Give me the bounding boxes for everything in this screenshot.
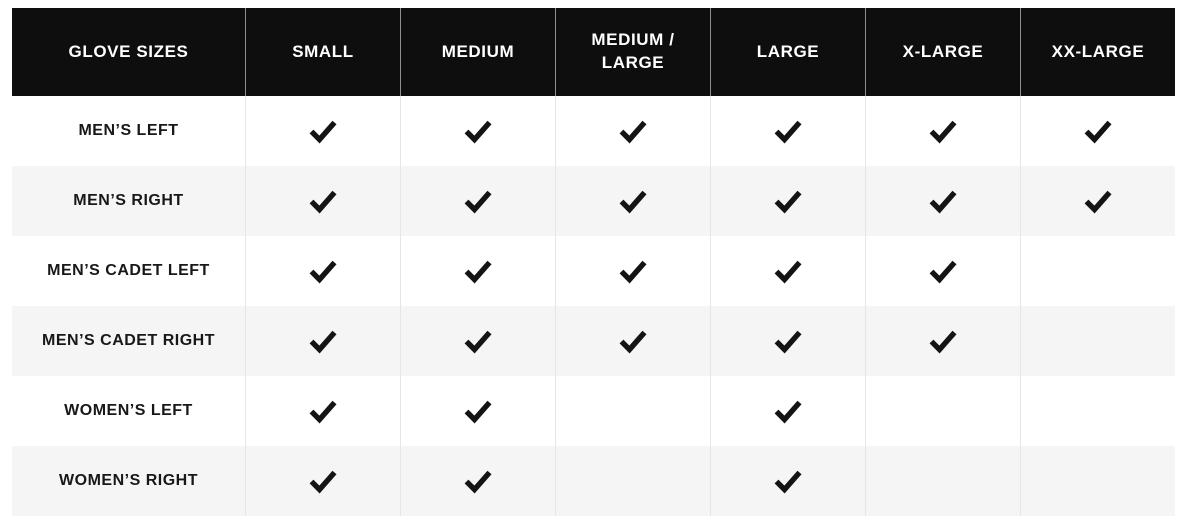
check-icon [929,190,957,214]
cell-men-s-left-small [245,96,400,166]
cell-men-s-cadet-right-large [710,306,865,376]
cell-men-s-right-xx-large [1020,166,1175,236]
cell-men-s-cadet-right-small [245,306,400,376]
cell-men-s-right-large [710,166,865,236]
header-label: MEDIUM / LARGE [591,30,675,72]
check-icon [464,330,492,354]
header-label: SMALL [292,41,354,61]
cell-men-s-cadet-right-x-large [865,306,1020,376]
check-icon [309,470,337,494]
cell-men-s-left-x-large [865,96,1020,166]
cell-women-s-left-medium [400,376,555,446]
row-label: MEN’S LEFT [78,122,179,139]
check-icon [929,120,957,144]
check-icon [929,330,957,354]
check-icon [774,470,802,494]
check-icon [464,190,492,214]
check-icon [309,120,337,144]
cell-men-s-cadet-right-medium-large [555,306,710,376]
cell-men-s-right-small [245,166,400,236]
table-header-row: GLOVE SIZES SMALL MEDIUM MEDIUM / LARGE LARG… [12,8,1175,96]
table-row-men-s-cadet-left: MEN’S CADET LEFT [12,236,1175,306]
row-label: MEN’S CADET RIGHT [42,332,215,349]
cell-men-s-cadet-left-x-large [865,236,1020,306]
cell-men-s-cadet-left-medium [400,236,555,306]
check-icon [774,400,802,424]
row-label-cell: WOMEN’S LEFT [12,376,245,446]
cell-women-s-right-x-large [865,446,1020,516]
header-label: LARGE [756,41,820,61]
cell-women-s-left-small [245,376,400,446]
header-cell-glove-sizes: GLOVE SIZES [12,8,245,96]
cell-men-s-right-medium [400,166,555,236]
check-icon [1084,120,1112,144]
check-icon [774,260,802,284]
cell-women-s-left-xx-large [1020,376,1175,446]
cell-men-s-right-medium-large [555,166,710,236]
check-icon [309,400,337,424]
check-icon [619,330,647,354]
check-icon [464,470,492,494]
cell-women-s-right-medium [400,446,555,516]
cell-women-s-left-x-large [865,376,1020,446]
check-icon [774,330,802,354]
row-label: MEN’S RIGHT [73,192,184,209]
check-icon [774,190,802,214]
header-label: MEDIUM [441,41,515,61]
cell-men-s-cadet-left-small [245,236,400,306]
table-body: MEN’S LEFT MEN’S RIGHT MEN’S CADET LEFT MEN… [12,96,1175,516]
cell-men-s-cadet-left-medium-large [555,236,710,306]
check-icon [464,400,492,424]
cell-women-s-right-large [710,446,865,516]
cell-men-s-cadet-right-xx-large [1020,306,1175,376]
row-label-cell: WOMEN’S RIGHT [12,446,245,516]
check-icon [619,190,647,214]
row-label: MEN’S CADET LEFT [47,262,210,279]
check-icon [1084,190,1112,214]
cell-men-s-left-medium-large [555,96,710,166]
header-cell-x-large: X-LARGE [865,8,1020,96]
cell-men-s-cadet-left-large [710,236,865,306]
row-label: WOMEN’S RIGHT [59,472,198,489]
table-row-women-s-left: WOMEN’S LEFT [12,376,1175,446]
check-icon [774,120,802,144]
table-row-men-s-right: MEN’S RIGHT [12,166,1175,236]
header-cell-xx-large: XX-LARGE [1020,8,1175,96]
header-cell-medium: MEDIUM [400,8,555,96]
cell-men-s-cadet-left-xx-large [1020,236,1175,306]
cell-men-s-left-medium [400,96,555,166]
cell-men-s-cadet-right-medium [400,306,555,376]
row-label-cell: MEN’S CADET LEFT [12,236,245,306]
row-label-cell: MEN’S LEFT [12,96,245,166]
row-label-cell: MEN’S CADET RIGHT [12,306,245,376]
check-icon [309,330,337,354]
header-label: X-LARGE [902,41,984,61]
check-icon [619,120,647,144]
header-cell-medium-large: MEDIUM / LARGE [555,8,710,96]
check-icon [309,190,337,214]
cell-men-s-left-large [710,96,865,166]
table-row-men-s-left: MEN’S LEFT [12,96,1175,166]
cell-women-s-right-medium-large [555,446,710,516]
check-icon [619,260,647,284]
header-label: GLOVE SIZES [68,41,189,61]
check-icon [464,260,492,284]
check-icon [929,260,957,284]
header-label: XX-LARGE [1051,41,1145,61]
header-cell-small: SMALL [245,8,400,96]
cell-women-s-left-large [710,376,865,446]
cell-women-s-right-small [245,446,400,516]
table-row-women-s-right: WOMEN’S RIGHT [12,446,1175,516]
cell-women-s-right-xx-large [1020,446,1175,516]
cell-men-s-left-xx-large [1020,96,1175,166]
row-label: WOMEN’S LEFT [64,402,193,419]
row-label-cell: MEN’S RIGHT [12,166,245,236]
check-icon [464,120,492,144]
cell-men-s-right-x-large [865,166,1020,236]
glove-size-chart: GLOVE SIZES SMALL MEDIUM MEDIUM / LARGE LARG… [12,8,1175,516]
header-cell-large: LARGE [710,8,865,96]
cell-women-s-left-medium-large [555,376,710,446]
check-icon [309,260,337,284]
table-row-men-s-cadet-right: MEN’S CADET RIGHT [12,306,1175,376]
